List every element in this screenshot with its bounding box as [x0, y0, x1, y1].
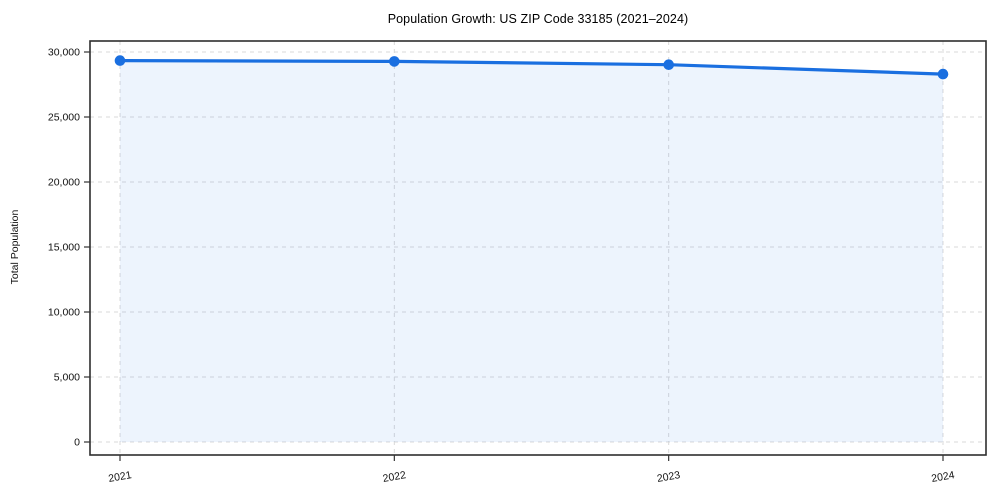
y-tick-label: 30,000	[48, 47, 80, 59]
y-tick-label: 15,000	[48, 242, 80, 254]
x-tick-label: 2023	[656, 469, 681, 485]
y-tick-label: 10,000	[48, 307, 80, 319]
x-tick-label: 2024	[930, 469, 955, 485]
chart-title: Population Growth: US ZIP Code 33185 (20…	[387, 12, 689, 26]
x-tick-label: 2022	[382, 469, 407, 485]
series-area-fill	[120, 60, 943, 442]
data-point-marker	[663, 59, 674, 70]
y-tick-label: 0	[74, 437, 80, 449]
data-point-marker	[389, 56, 400, 67]
y-tick-label: 5,000	[54, 372, 80, 384]
y-tick-label: 20,000	[48, 177, 80, 189]
y-tick-label: 25,000	[48, 112, 80, 124]
series-line	[118, 58, 945, 76]
plot-spines	[89, 40, 987, 456]
data-point-marker	[114, 55, 126, 66]
x-tick-label: 2021	[107, 469, 132, 485]
data-point-marker	[937, 68, 949, 80]
